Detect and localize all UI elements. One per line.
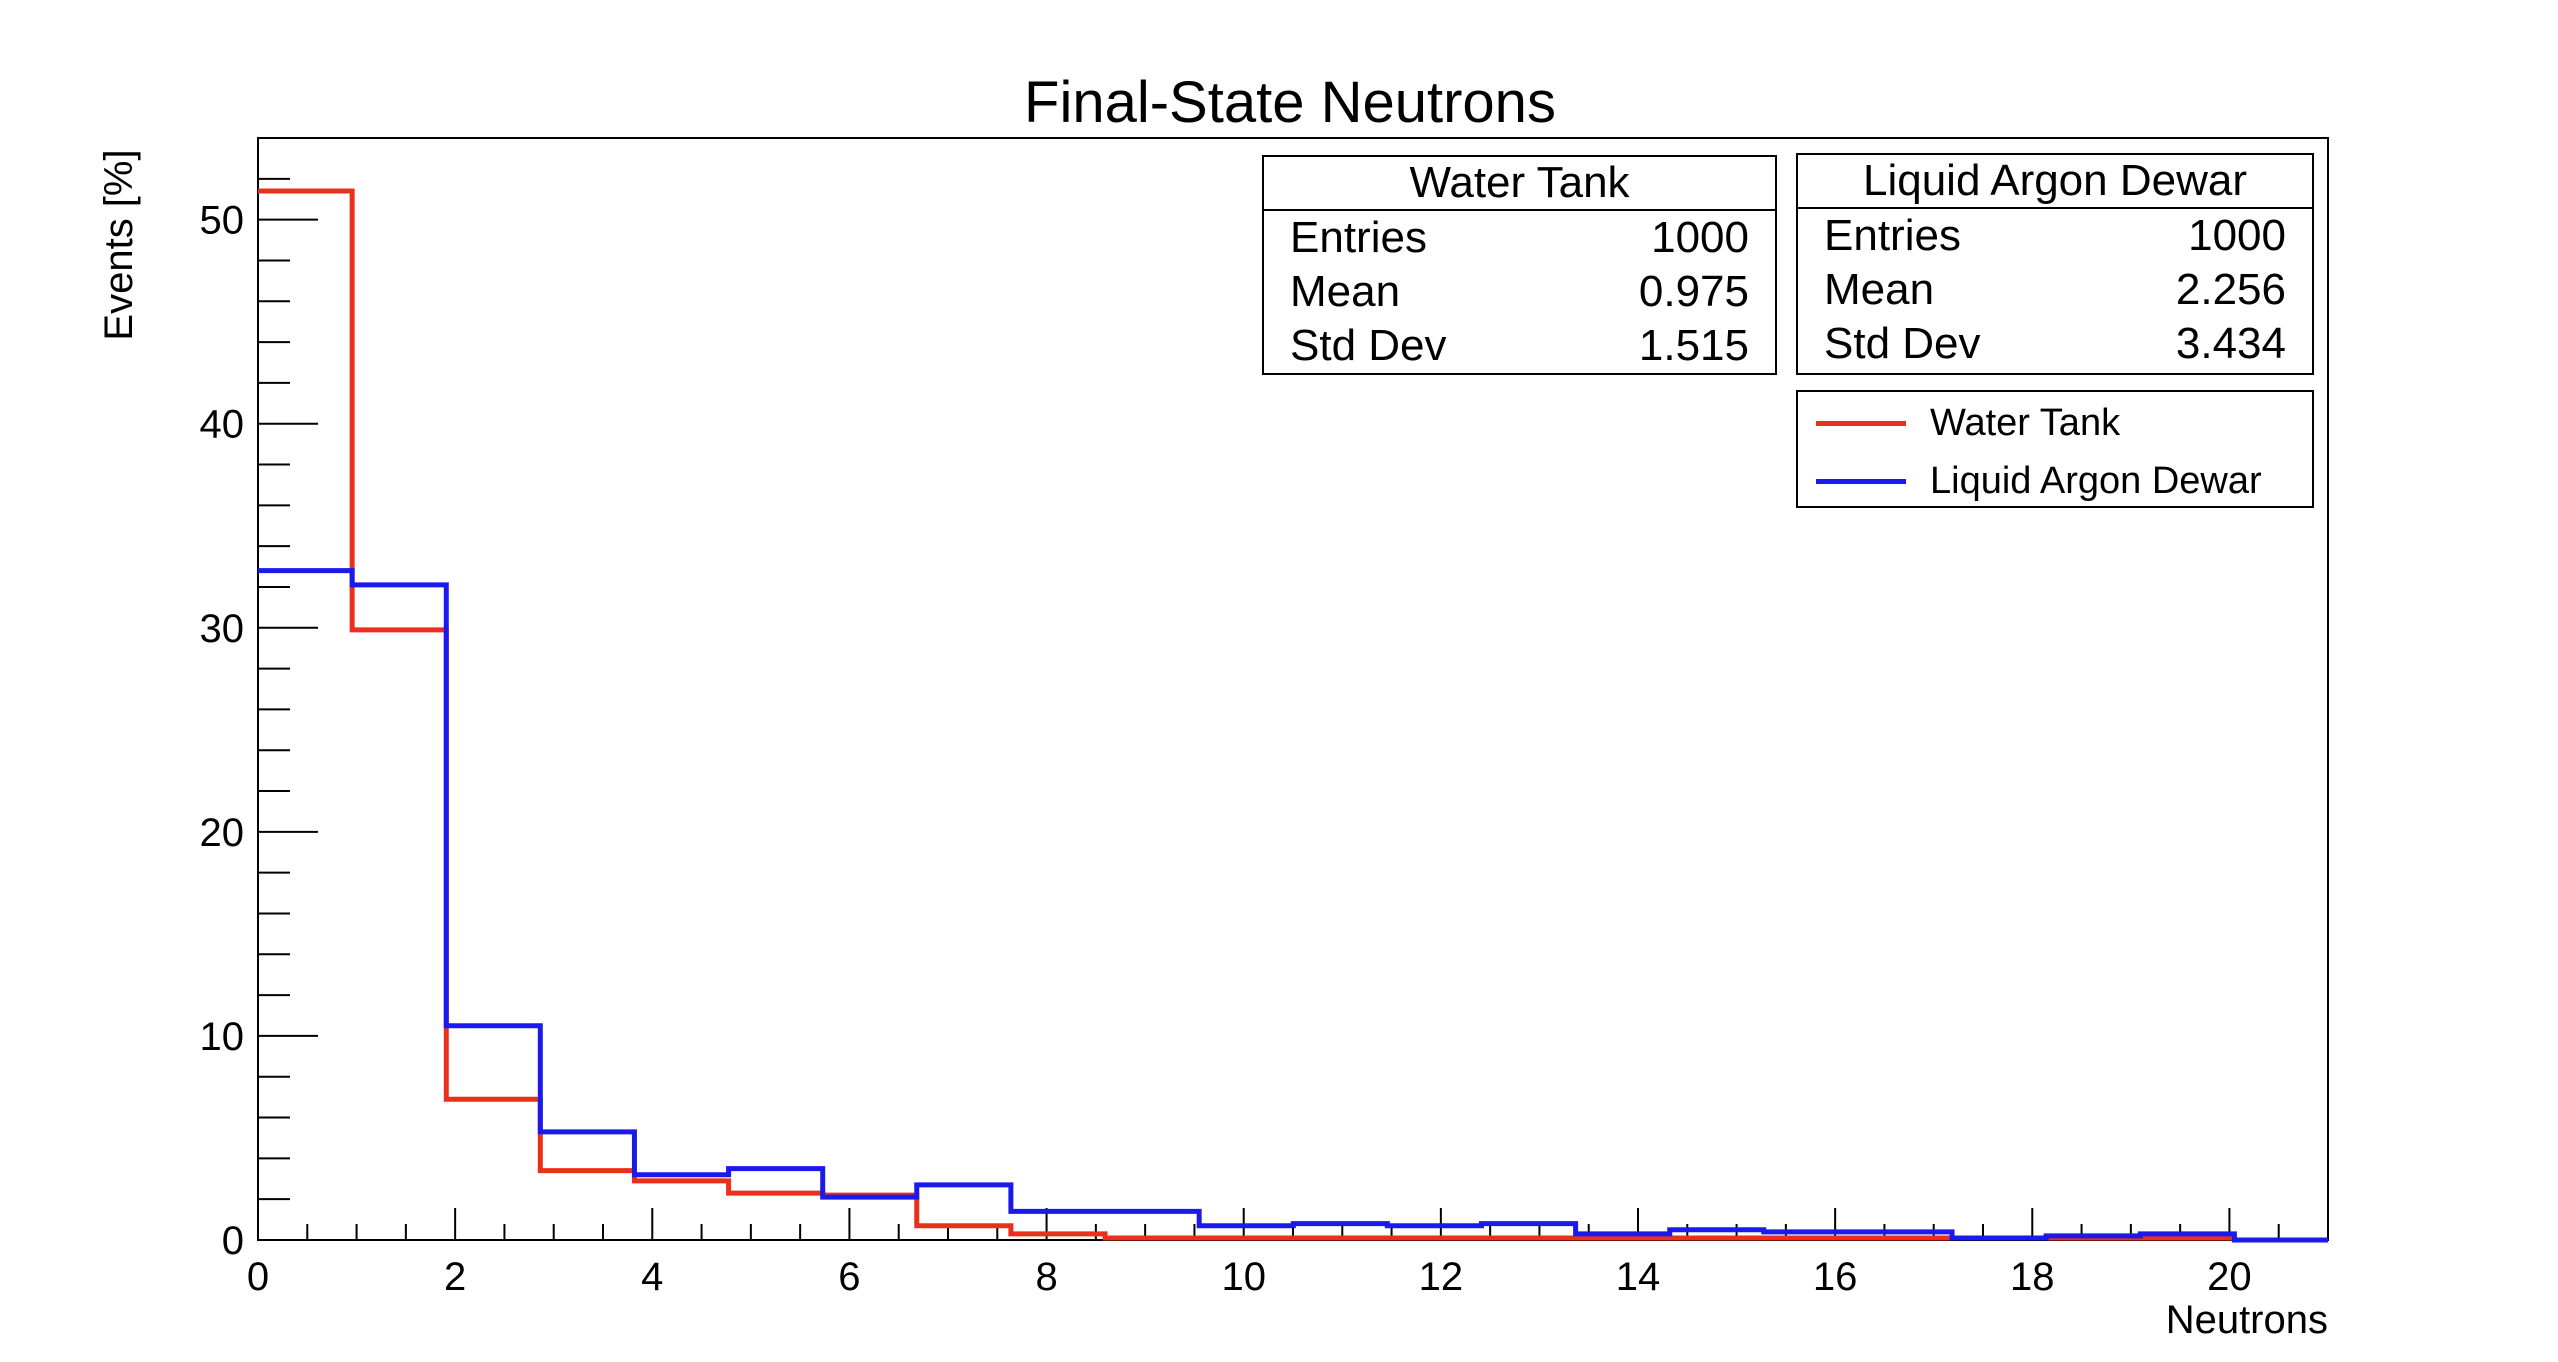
stats-value: 1.515 bbox=[1638, 321, 1749, 370]
stats-value: 1000 bbox=[1651, 213, 1749, 262]
x-tick-label: 16 bbox=[1813, 1255, 1858, 1299]
legend-label: Liquid Argon Dewar bbox=[1930, 460, 2262, 502]
stats-row-entries: Entries 1000 bbox=[1264, 211, 1775, 265]
stats-label: Std Dev bbox=[1290, 321, 1447, 370]
stats-box-water-tank: Water Tank Entries 1000 Mean 0.975 Std D… bbox=[1262, 155, 1777, 375]
legend: Water Tank Liquid Argon Dewar bbox=[1796, 390, 2314, 508]
series-liquid-argon-dewar bbox=[258, 568, 2328, 1243]
x-tick-label: 0 bbox=[247, 1255, 269, 1299]
stats-label: Std Dev bbox=[1824, 319, 1981, 368]
y-tick-label: 30 bbox=[200, 607, 245, 651]
stats-row-std-dev: Std Dev 3.434 bbox=[1798, 317, 2312, 371]
y-axis-label: Events [%] bbox=[97, 149, 141, 340]
stats-value: 1000 bbox=[2188, 211, 2286, 260]
stats-title: Liquid Argon Dewar bbox=[1798, 155, 2312, 209]
legend-swatch bbox=[1816, 479, 1906, 484]
stats-value: 3.434 bbox=[2175, 319, 2286, 368]
x-tick-label: 14 bbox=[1616, 1255, 1661, 1299]
stats-label: Entries bbox=[1824, 211, 1961, 260]
x-tick-label: 4 bbox=[641, 1255, 663, 1299]
x-tick-label: 12 bbox=[1419, 1255, 1464, 1299]
x-axis-label: Neutrons bbox=[2166, 1298, 2328, 1342]
x-tick-label: 18 bbox=[2010, 1255, 2055, 1299]
legend-item-water-tank: Water Tank bbox=[1816, 402, 2120, 445]
stats-label: Entries bbox=[1290, 213, 1427, 262]
stats-box-liquid-argon-dewar: Liquid Argon Dewar Entries 1000 Mean 2.2… bbox=[1796, 153, 2314, 375]
y-tick-label: 50 bbox=[200, 199, 245, 243]
stats-row-mean: Mean 2.256 bbox=[1798, 263, 2312, 317]
stats-row-std-dev: Std Dev 1.515 bbox=[1264, 319, 1775, 373]
legend-swatch bbox=[1816, 421, 1906, 426]
x-tick-label: 20 bbox=[2207, 1255, 2252, 1299]
stats-label: Mean bbox=[1824, 265, 1935, 314]
legend-item-liquid-argon-dewar: Liquid Argon Dewar bbox=[1816, 460, 2262, 503]
y-tick-label: 40 bbox=[200, 403, 245, 447]
stats-row-entries: Entries 1000 bbox=[1798, 209, 2312, 263]
legend-label: Water Tank bbox=[1930, 402, 2121, 444]
stats-title: Water Tank bbox=[1264, 157, 1775, 211]
stats-value: 0.975 bbox=[1638, 267, 1749, 316]
axis-tick-labels: 0 2 4 6 8 10 12 14 16 18 20 0 10 20 30 40 50 bbox=[200, 199, 2252, 1299]
stats-row-mean: Mean 0.975 bbox=[1264, 265, 1775, 319]
x-tick-label: 10 bbox=[1221, 1255, 1266, 1299]
y-tick-label: 20 bbox=[200, 811, 245, 855]
x-tick-label: 2 bbox=[444, 1255, 466, 1299]
chart-title: Final-State Neutrons bbox=[1024, 70, 1556, 135]
y-tick-label: 10 bbox=[200, 1015, 245, 1059]
x-tick-label: 8 bbox=[1035, 1255, 1057, 1299]
stats-value: 2.256 bbox=[2175, 265, 2286, 314]
x-tick-label: 6 bbox=[838, 1255, 860, 1299]
histogram-series bbox=[258, 188, 2328, 1243]
y-tick-label: 0 bbox=[222, 1219, 244, 1263]
stats-label: Mean bbox=[1290, 267, 1401, 316]
